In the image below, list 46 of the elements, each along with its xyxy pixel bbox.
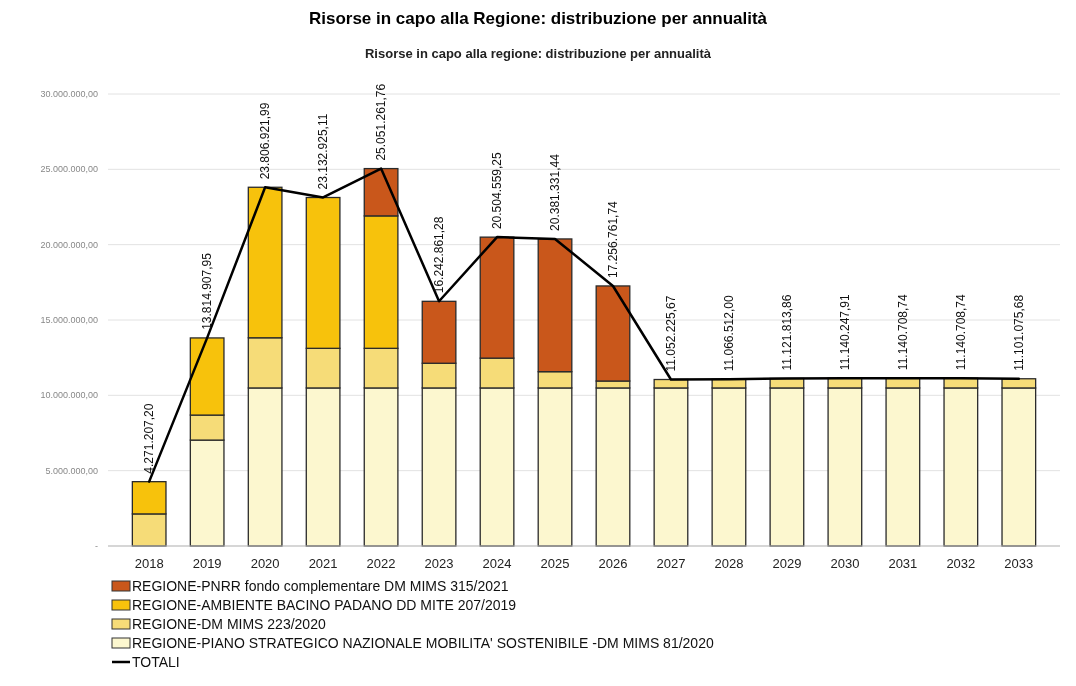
data-label: 23.132.925,11 — [316, 113, 331, 190]
data-label: 20.381.331,44 — [548, 153, 563, 231]
y-tick-label: 5.000.000,00 — [45, 465, 98, 476]
y-tick-label: 20.000.000,00 — [40, 239, 98, 250]
data-label: 11.140.708,74 — [953, 293, 968, 371]
y-tick-label: 25.000.000,00 — [40, 164, 98, 175]
data-label: 13.814.907,95 — [200, 252, 215, 330]
x-tick-label: 2023 — [424, 556, 454, 571]
x-tick-label: 2031 — [888, 556, 918, 571]
x-tick-label: 2019 — [192, 556, 222, 571]
chart-subtitle: Risorse in capo alla regione: distribuzione per annualità — [364, 46, 712, 61]
x-tick-label: 2027 — [656, 556, 686, 571]
data-label: 11.052.225,67 — [663, 295, 678, 372]
x-tick-label: 2029 — [772, 556, 802, 571]
x-tick-label: 2022 — [366, 556, 396, 571]
x-tick-label: 2025 — [540, 556, 570, 571]
x-tick-label: 2032 — [946, 556, 976, 571]
x-tick-label: 2028 — [714, 556, 744, 571]
data-label: 11.101.075,68 — [1011, 294, 1026, 371]
x-tick-label: 2030 — [830, 556, 860, 571]
x-tick-label: 2021 — [308, 556, 338, 571]
y-tick-label: 30.000.000,00 — [40, 89, 98, 100]
data-label: 16.242.861,28 — [432, 216, 447, 294]
data-label: 11.066.512,00 — [721, 295, 736, 372]
y-tick-label: 10.000.000,00 — [40, 390, 98, 401]
data-label: 20.504.559,25 — [490, 152, 505, 230]
x-tick-label: 2020 — [250, 556, 280, 571]
chart-title: Risorse in capo alla Regione: distribuzione per annualità — [308, 9, 768, 28]
y-tick-label: 15.000.000,00 — [40, 315, 98, 326]
data-label: 4.271.207,20 — [142, 403, 157, 474]
x-tick-label: 2033 — [1004, 556, 1034, 571]
legend-label: REGIONE-PNRR fondo complementare DM MIMS 315/2021 — [132, 577, 509, 594]
data-label: 11.121.813,86 — [779, 294, 794, 371]
legend-label: TOTALI — [132, 653, 180, 670]
x-tick-label: 2026 — [598, 556, 628, 571]
data-label: 17.256.761,74 — [605, 200, 620, 278]
x-tick-label: 2024 — [482, 556, 512, 571]
data-label: 11.140.247,91 — [837, 293, 852, 371]
data-label: 23.806.921,99 — [258, 102, 273, 180]
x-tick-label: 2018 — [134, 556, 164, 571]
data-label: 25.051.261,76 — [374, 83, 389, 161]
data-label: 11.140.708,74 — [895, 293, 910, 371]
legend-label: REGIONE-DM MIMS 223/2020 — [132, 615, 326, 632]
y-tick-label: - — [95, 541, 98, 552]
legend-label: REGIONE-PIANO STRATEGICO NAZIONALE MOBILITA' SOSTENIBILE -DM MIMS 81/2020 — [132, 634, 714, 651]
legend-label: REGIONE-AMBIENTE BACINO PADANO DD MITE 207/2019 — [132, 596, 517, 613]
